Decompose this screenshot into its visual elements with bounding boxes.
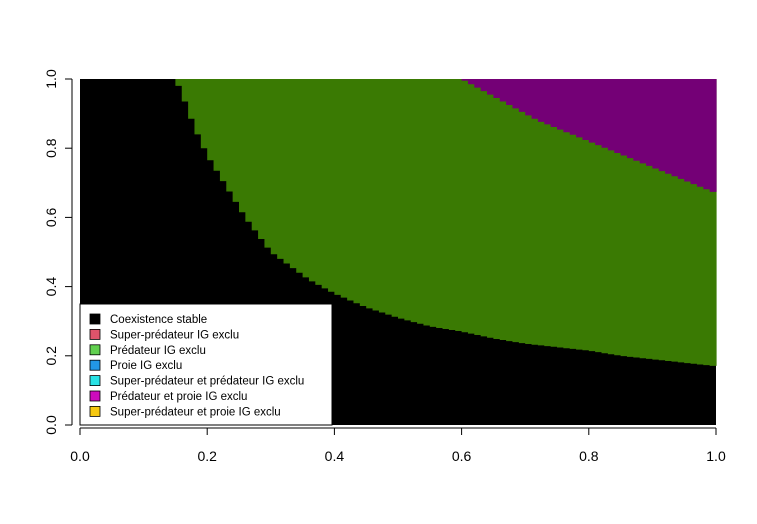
x-tick-label: 0.4	[325, 448, 345, 464]
legend-label: Coexistence stable	[110, 314, 207, 326]
y-tick-label: 0.4	[43, 277, 59, 297]
legend-swatch	[89, 405, 101, 417]
region-predator-excluded	[175, 79, 717, 366]
x-tick-label: 0.8	[579, 448, 599, 464]
y-tick-label: 0.6	[43, 207, 59, 227]
y-tick-label: 0.0	[43, 415, 59, 435]
legend-swatch	[89, 375, 101, 387]
x-tick-label: 0.6	[452, 448, 472, 464]
legend-label: Super-prédateur et proie IG exclu	[110, 406, 281, 418]
x-tick-label: 0.0	[70, 448, 90, 464]
legend-swatch	[89, 359, 101, 371]
legend-swatch	[89, 390, 101, 402]
y-tick-label: 1.0	[43, 69, 59, 89]
legend-box	[79, 303, 333, 426]
x-tick-label: 0.2	[197, 448, 217, 464]
y-tick-label: 0.2	[43, 346, 59, 366]
x-tick-label: 1.0	[706, 448, 726, 464]
legend-swatch	[89, 328, 101, 340]
legend-label: Super-prédateur et prédateur IG exclu	[110, 376, 304, 388]
legend-swatch	[89, 313, 101, 325]
region-predator-and-prey-excluded	[461, 79, 717, 192]
legend-swatch	[89, 344, 101, 356]
legend: Coexistence stable Super-prédateur IG exc…	[79, 303, 333, 426]
axes: 0.0 0.2 0.4 0.6 0.8 1.0 0.0 0.2 0.4 0.6 0.8 1.0	[43, 69, 726, 464]
legend-label: Super-prédateur IG exclu	[110, 329, 239, 341]
legend-label: Prédateur IG exclu	[110, 345, 206, 357]
y-tick-label: 0.8	[43, 138, 59, 158]
legend-label: Proie IG exclu	[110, 360, 182, 372]
legend-label: Prédateur et proie IG exclu	[110, 391, 247, 403]
